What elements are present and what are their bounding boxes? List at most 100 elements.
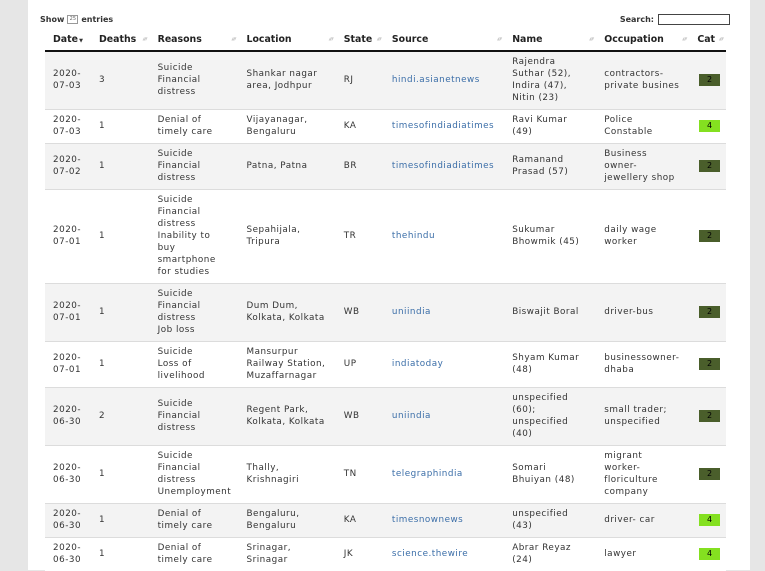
cell-line: 06-30 [53, 475, 82, 485]
cell-source[interactable]: thehindu [383, 188, 505, 283]
cell-line: timely care [157, 127, 213, 137]
cell-source[interactable]: timesnownews [383, 502, 505, 537]
cell-text[interactable]: uniindia [391, 411, 431, 421]
table-row: 2020- 06-30 2 Suicide Financial distress Regen… [45, 386, 726, 445]
cell-line: Financial [157, 463, 201, 473]
cell-source[interactable]: uniindia [383, 386, 505, 445]
cell-line: worker- [604, 463, 641, 473]
cell-state: WB [335, 282, 384, 341]
cell-location: Sepahijala, Tripura [238, 188, 336, 283]
cell-text[interactable]: timesofindiadiatimes [391, 161, 495, 171]
column-header-reasons[interactable]: Reasons ▲▼ [149, 29, 239, 52]
cell-location: Thally, Krishnagiri [238, 444, 336, 503]
cell-text: KA [343, 121, 357, 131]
sort-both-icon: ▲▼ [497, 36, 502, 41]
content-panel: Show 25 entries Search: Date ▼ Deaths ▲▼ Rea… [28, 0, 750, 571]
cell-name: Ravi Kumar (49) [504, 108, 597, 143]
cell-line: 07-03 [53, 127, 82, 137]
column-header-location[interactable]: Location ▲▼ [238, 29, 336, 52]
cell-line: Financial [157, 161, 201, 171]
cell-date: 2020- 06-30 [45, 536, 92, 571]
cell-line: owner- [604, 161, 638, 171]
cell-line: Bengaluru [246, 521, 297, 531]
category-badge: 2 [699, 468, 721, 480]
table-controls: Show 25 entries Search: [40, 13, 730, 29]
cell-line: daily wage [604, 225, 657, 235]
cell-line: distress [157, 219, 196, 229]
category-badge: 4 [699, 120, 721, 132]
cell-line: Shankar nagar [246, 69, 318, 80]
cell-line: 2020- [53, 463, 82, 473]
column-header-occupation[interactable]: Occupation ▲▼ [596, 29, 690, 52]
cell-line: 2020- [53, 509, 82, 519]
column-header-label: Source [391, 34, 429, 45]
category-badge: 2 [699, 358, 721, 370]
cell-line: 2020- [53, 225, 82, 235]
cell-text: 1 [99, 231, 106, 241]
cell-source[interactable]: hindi.asianetnews [383, 50, 505, 109]
cell-deaths: 1 [91, 536, 150, 571]
cell-line: 2020- [53, 353, 82, 363]
column-header-date[interactable]: Date ▼ [45, 29, 92, 52]
column-header-deaths[interactable]: Deaths ▲▼ [91, 29, 150, 52]
cell-line: Shyam Kumar [512, 353, 580, 363]
cell-line: Loss of [157, 359, 192, 369]
search-input[interactable] [658, 14, 730, 25]
page-length-select[interactable]: 25 [67, 15, 79, 24]
cell-reasons: Suicide Financial distress [149, 142, 239, 189]
cell-source[interactable]: indiatoday [383, 340, 505, 387]
cell-text: WB [343, 307, 360, 317]
column-header-state[interactable]: State ▲▼ [335, 29, 384, 52]
cell-text[interactable]: science.thewire [391, 549, 469, 560]
cell-cat: 2 [689, 188, 726, 283]
cell-line: Vijayanagar, [246, 115, 308, 125]
cell-line: Inability to [157, 231, 211, 241]
table-row: 2020- 06-30 1 Denial of timely care Srinagar,… [45, 536, 726, 571]
cell-text[interactable]: uniindia [391, 307, 431, 317]
cell-source[interactable]: timesofindiadiatimes [383, 142, 505, 189]
cell-line: Ravi Kumar [512, 115, 568, 125]
search-control: Search: [620, 14, 730, 25]
cell-text[interactable]: telegraphindia [391, 469, 463, 479]
cell-text[interactable]: thehindu [391, 231, 436, 241]
column-header-cat[interactable]: Cat ▲▼ [689, 29, 726, 52]
cell-source[interactable]: timesofindiadiatimes [383, 108, 505, 143]
cell-name: Biswajit Boral [504, 282, 597, 341]
cell-line: Srinagar [246, 555, 288, 566]
cell-location: Vijayanagar, Bengaluru [238, 108, 336, 143]
cell-state: KA [335, 502, 384, 537]
cell-line: floriculture [604, 475, 658, 485]
cell-text[interactable]: indiatoday [391, 359, 444, 369]
cell-line: Prasad (57) [512, 167, 569, 177]
cell-line: Thally, [246, 463, 280, 473]
cell-line: 07-03 [53, 81, 82, 92]
table-row: 2020- 07-03 3 Suicide Financial distress Shank… [45, 50, 726, 109]
cell-date: 2020- 07-03 [45, 50, 92, 109]
cell-source[interactable]: telegraphindia [383, 444, 505, 503]
cell-reasons: Suicide Financial distress [149, 386, 239, 445]
cell-line: Ramanand [512, 155, 564, 165]
column-header-label: Location [246, 34, 292, 45]
column-header-label: State [343, 34, 373, 45]
cell-text[interactable]: hindi.asianetnews [391, 75, 480, 86]
cell-text: 1 [99, 515, 106, 525]
column-header-name[interactable]: Name ▲▼ [504, 29, 597, 52]
cell-line: Sukumar [512, 225, 555, 235]
cell-line: Denial of [157, 115, 202, 125]
cell-source[interactable]: science.thewire [383, 536, 505, 571]
cell-date: 2020- 07-01 [45, 188, 92, 283]
cell-line: Krishnagiri [246, 475, 300, 485]
cell-cat: 2 [689, 50, 726, 109]
cell-date: 2020- 07-02 [45, 142, 92, 189]
cell-occupation: lawyer [596, 536, 690, 571]
cell-reasons: Denial of timely care [149, 536, 239, 571]
cell-text[interactable]: timesnownews [391, 515, 464, 525]
cell-text[interactable]: timesofindiadiatimes [391, 121, 495, 131]
cell-source[interactable]: uniindia [383, 282, 505, 341]
cell-line: 07-01 [53, 313, 82, 323]
cell-occupation: driver- car [596, 502, 690, 537]
cell-text: BR [343, 161, 357, 171]
cell-location: Patna, Patna [238, 142, 336, 189]
table-row: 2020- 07-03 1 Denial of timely care Vijayanag… [45, 108, 726, 143]
column-header-source[interactable]: Source ▲▼ [383, 29, 505, 52]
